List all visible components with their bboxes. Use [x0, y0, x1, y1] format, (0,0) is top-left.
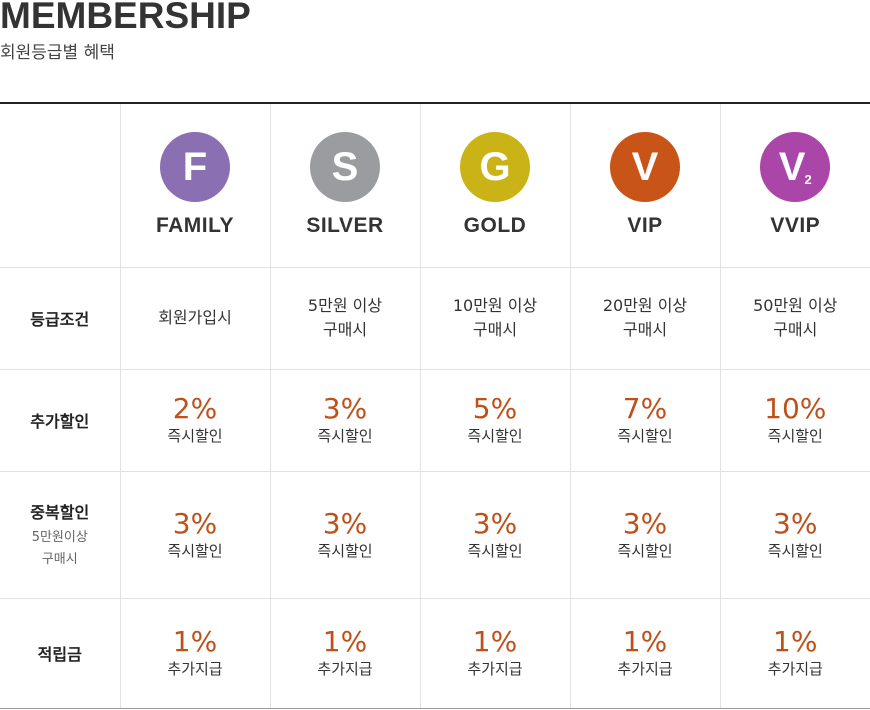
condition-cell: 10만원 이상 구매시 — [420, 267, 571, 370]
grade-vip: V VIP — [570, 104, 721, 268]
benefit-cell: 10% 즉시할인 — [720, 369, 870, 472]
benefit-cell: 3% 즉시할인 — [120, 471, 271, 599]
condition-cell: 회원가입시 — [120, 267, 271, 370]
grade-family: F FAMILY — [120, 104, 271, 268]
extra-discount-row: 추가할인 2% 즉시할인 3% 즉시할인 5% 즉시할인 7% 즉시할인 10% 즉시할인 — [0, 369, 870, 472]
gold-badge-icon: G — [460, 132, 530, 203]
benefit-cell: 5% 즉시할인 — [420, 369, 571, 472]
benefit-cell: 1% 추가지급 — [120, 598, 271, 709]
membership-table: F FAMILY S SILVER G GOLD V VIP V2 VVIP 등… — [0, 104, 870, 709]
grade-vvip: V2 VVIP — [720, 104, 870, 268]
row-label: 추가할인 — [0, 369, 121, 472]
benefit-cell: 2% 즉시할인 — [120, 369, 271, 472]
condition-row: 등급조건 회원가입시 5만원 이상 구매시 10만원 이상 구매시 20만원 이상 구… — [0, 267, 870, 370]
grade-name: FAMILY — [155, 214, 235, 238]
grade-name: VIP — [627, 214, 663, 238]
row-label-sub: 구매시 — [41, 551, 78, 567]
dup-discount-row: 중복할인 5만원이상 구매시 3% 즉시할인 3% 즉시할인 3% 즉시할인 3% 즉시… — [0, 471, 870, 599]
page-subtitle: 회원등급별 혜택 — [0, 43, 115, 63]
benefit-cell: 3% 즉시할인 — [720, 471, 870, 599]
grade-silver: S SILVER — [270, 104, 421, 268]
grade-name: SILVER — [306, 214, 384, 238]
grade-name: GOLD — [463, 214, 527, 238]
row-label: 적립금 — [0, 598, 121, 709]
condition-cell: 50만원 이상 구매시 — [720, 267, 870, 370]
benefit-cell: 3% 즉시할인 — [270, 369, 421, 472]
row-label: 등급조건 — [0, 267, 121, 370]
vvip-badge-icon: V2 — [760, 132, 831, 203]
benefit-cell: 1% 추가지급 — [570, 598, 721, 709]
silver-badge-icon: S — [310, 132, 380, 203]
page-title: MEMBERSHIP — [0, 0, 251, 36]
benefit-cell: 3% 즉시할인 — [570, 471, 721, 599]
corner-cell — [0, 104, 121, 268]
condition-cell: 5만원 이상 구매시 — [270, 267, 421, 370]
benefit-cell: 1% 추가지급 — [720, 598, 870, 709]
vip-badge-icon: V — [610, 132, 680, 203]
benefit-cell: 1% 추가지급 — [420, 598, 571, 709]
row-label: 중복할인 5만원이상 구매시 — [0, 471, 121, 599]
points-row: 적립금 1% 추가지급 1% 추가지급 1% 추가지급 1% 추가지급 1% 추가지급 — [0, 598, 870, 709]
header-divider — [0, 102, 870, 104]
family-badge-icon: F — [160, 132, 230, 203]
benefit-cell: 3% 즉시할인 — [270, 471, 421, 599]
row-label-sub: 5만원이상 — [31, 529, 88, 545]
benefit-cell: 3% 즉시할인 — [420, 471, 571, 599]
grade-header-row: F FAMILY S SILVER G GOLD V VIP V2 VVIP — [0, 104, 870, 268]
benefit-cell: 1% 추가지급 — [270, 598, 421, 709]
grade-gold: G GOLD — [420, 104, 571, 268]
grade-name: VVIP — [770, 214, 821, 238]
condition-cell: 20만원 이상 구매시 — [570, 267, 721, 370]
benefit-cell: 7% 즉시할인 — [570, 369, 721, 472]
